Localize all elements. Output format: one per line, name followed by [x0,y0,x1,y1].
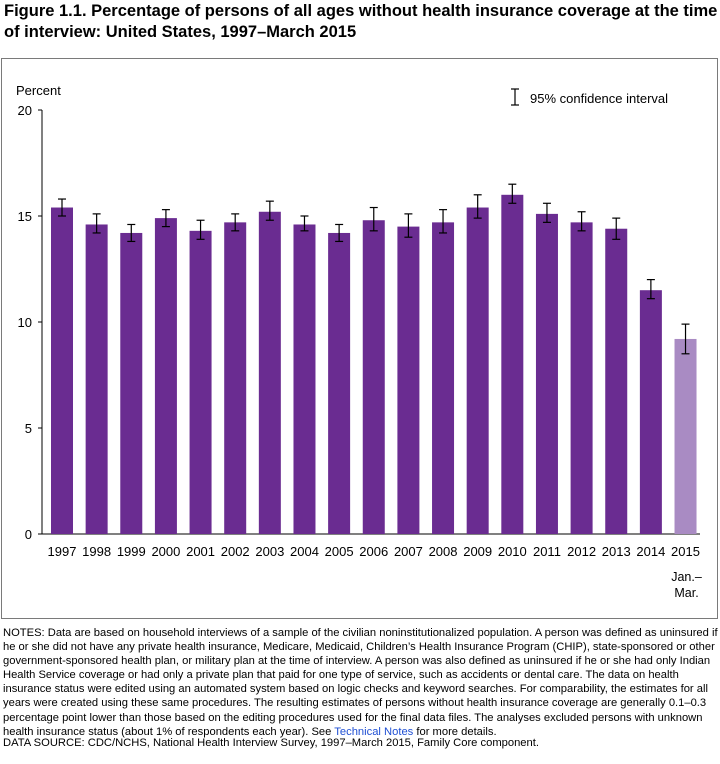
bar-2014 [639,290,662,534]
x-tick-sublabel-2015: Mar. [674,586,698,600]
x-tick-sublabel-2015: Jan.– [671,570,702,584]
x-tick-label-2012: 2012 [567,544,596,559]
bar-1997 [51,207,73,534]
legend: 95% confidence interval [511,88,668,106]
notes: NOTES: Data are based on household inter… [3,626,719,739]
x-tick-label-1999: 1999 [117,544,146,559]
bar-2002 [224,222,247,535]
error-bars [58,183,690,355]
legend-label: 95% confidence interval [530,91,668,106]
bar-1999 [120,232,143,534]
bar-2013 [605,228,628,534]
bar-2005 [328,232,351,534]
bar-2015 [674,338,697,534]
x-tick-label-2008: 2008 [429,544,458,559]
bar-2010 [501,194,524,535]
x-tick-label-1998: 1998 [82,544,111,559]
y-tick-label: 5 [25,421,32,436]
x-tick-label-2003: 2003 [255,544,284,559]
x-tick-label-2010: 2010 [498,544,527,559]
bar-2006 [362,220,385,535]
bar-2007 [397,226,420,534]
y-axis-label: Percent [16,83,61,98]
x-tick-label-2000: 2000 [151,544,180,559]
x-tick-label-2006: 2006 [359,544,388,559]
y-tick-label: 15 [18,209,32,224]
chart-frame [1,58,718,619]
bar-2011 [535,213,558,534]
bar-2004 [293,224,316,535]
x-tick-label-2007: 2007 [394,544,423,559]
x-tick-label-2013: 2013 [602,544,631,559]
bar-2008 [432,222,455,535]
figure-title: Figure 1.1. Percentage of persons of all… [4,2,718,41]
x-tick-label-2009: 2009 [463,544,492,559]
technical-notes-link[interactable]: Technical Notes [334,725,414,738]
x-tick-label-2002: 2002 [221,544,250,559]
bar-chart: Percent 95% confidence interval 0 5 10 15 20… [16,83,702,600]
x-tick-label-2015: 2015 [671,544,700,559]
y-tick-label: 0 [25,527,32,542]
x-tick-label-2004: 2004 [290,544,319,559]
x-tick-label-2005: 2005 [325,544,354,559]
bar-2009 [466,207,489,534]
y-tick-label: 20 [18,103,32,118]
notes-text-end: for more details. [413,725,497,738]
data-source: DATA SOURCE: CDC/NCHS, National Health I… [3,737,539,749]
notes-text: NOTES: Data are based on household inter… [3,627,718,738]
x-tick-label-2011: 2011 [533,544,561,559]
x-axis-labels: 1997 1998 1999 2000 2001 2002 2003 2004 2005 2006… [48,544,702,600]
y-tick-label: 10 [18,315,32,330]
bar-1998 [85,224,108,535]
x-tick-label-1997: 1997 [48,544,77,559]
bar-2012 [570,222,593,535]
bar-2001 [189,230,212,534]
bar-2003 [258,211,281,534]
axes: 0 5 10 15 20 [18,103,700,542]
bar-2000 [154,218,177,534]
x-tick-label-2001: 2001 [186,544,215,559]
x-tick-label-2014: 2014 [636,544,665,559]
bars [51,194,697,535]
